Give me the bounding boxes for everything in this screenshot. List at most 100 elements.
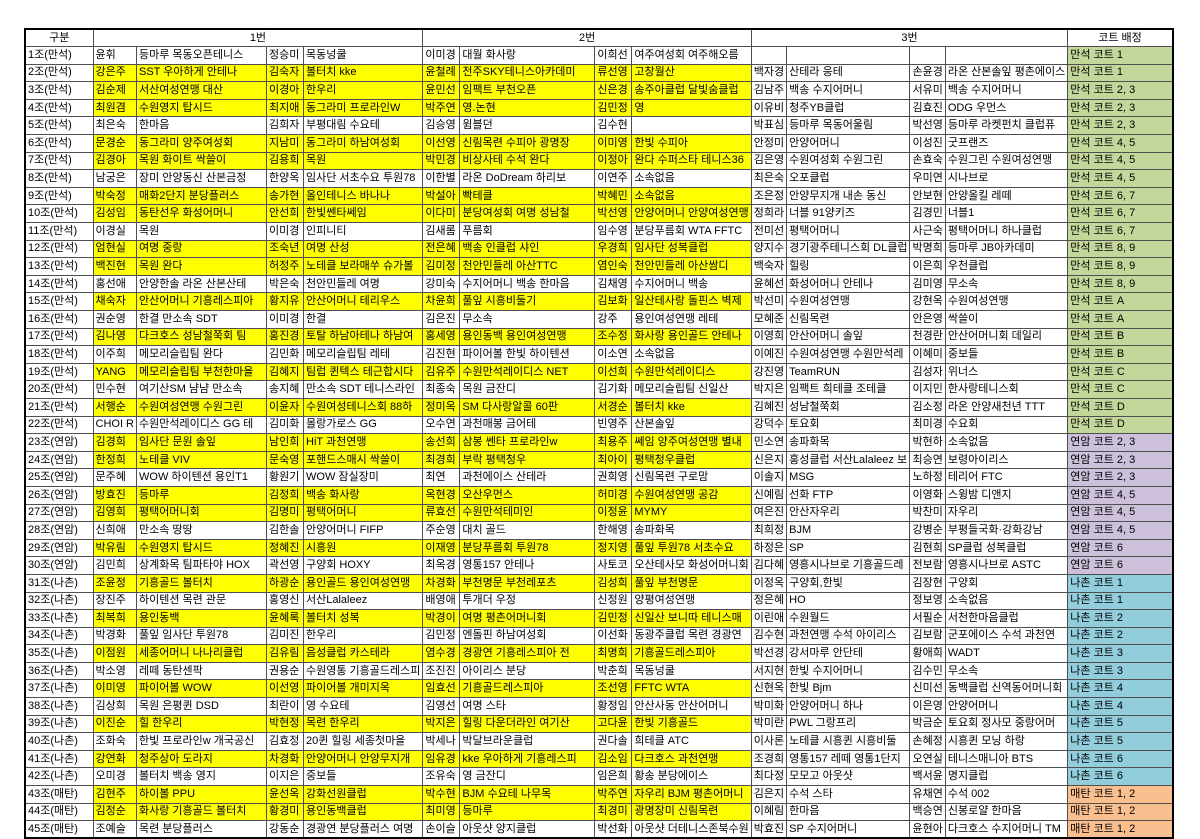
club-cell[interactable]: 한우리	[302, 626, 424, 646]
player-name-cell[interactable]: 황애희	[909, 644, 946, 663]
player-name-cell[interactable]: 배영애	[422, 591, 461, 611]
group-cell[interactable]: 9조(만석)	[24, 186, 94, 206]
player-name-cell[interactable]: 박소영	[92, 661, 137, 681]
player-name-cell[interactable]: 김경희	[92, 433, 137, 452]
club-cell[interactable]: 자우리	[944, 503, 1069, 523]
player-name-cell[interactable]: 전은혜	[422, 239, 461, 259]
club-cell[interactable]: 천안민들레 아산쌈디	[631, 257, 752, 276]
player-name-cell[interactable]: 고다윤	[594, 714, 633, 734]
player-name-cell[interactable]: 백승연	[909, 802, 946, 822]
court-cell[interactable]: 연암 코트 2, 3	[1067, 450, 1174, 470]
player-name-cell[interactable]: CHOI R	[92, 415, 137, 435]
club-cell[interactable]: 신림목련	[786, 310, 911, 329]
player-name-cell[interactable]: 김채영	[594, 274, 633, 294]
player-name-cell[interactable]: 김진현	[422, 345, 461, 364]
club-cell[interactable]: 한우리	[302, 81, 424, 100]
club-cell[interactable]: 수원여성연맹 수원그린	[136, 397, 267, 417]
club-cell[interactable]: 볼터치 성복	[302, 609, 424, 628]
player-name-cell[interactable]: 이선영	[266, 679, 304, 699]
club-cell[interactable]: 동백클럽 신역동어머니회	[944, 679, 1069, 699]
club-cell[interactable]: 상계화목 팀파타야 HOX	[136, 556, 267, 575]
player-name-cell[interactable]: 김효진	[909, 98, 946, 118]
player-name-cell[interactable]: 여은진	[750, 503, 788, 523]
club-cell[interactable]: 세종어머니 나나리클럽	[136, 644, 267, 663]
club-cell[interactable]: 수원그린 수원여성연맹	[944, 151, 1069, 171]
court-cell[interactable]: 나촌 코트 4	[1067, 697, 1174, 716]
club-cell[interactable]: 빡테클	[459, 186, 596, 206]
club-cell[interactable]	[944, 46, 1069, 65]
club-cell[interactable]: 여기산SM 냠냠 만소속	[136, 380, 267, 399]
club-cell[interactable]: 영통157 레떼 영통1단지	[786, 749, 911, 769]
club-cell[interactable]: 평택어머니 하나클럽	[944, 222, 1069, 241]
club-cell[interactable]: 풀잎 시흥비둘기	[459, 292, 596, 311]
club-cell[interactable]: 스윙밤 디앤지	[944, 485, 1069, 505]
player-name-cell[interactable]: 이미경	[422, 46, 461, 65]
court-cell[interactable]: 연암 코트 6	[1067, 538, 1174, 558]
club-cell[interactable]: 기흥골드 볼터치	[136, 573, 267, 593]
club-cell[interactable]: 수원여성연맹 공감	[631, 485, 752, 505]
court-cell[interactable]: 매탄 코트 1, 2	[1067, 802, 1174, 822]
club-cell[interactable]: 수원영지 탑시드	[136, 538, 267, 558]
club-cell[interactable]: 시흥퀸 모닝 하랑	[944, 732, 1069, 751]
court-cell[interactable]: 나촌 코트 6	[1067, 749, 1174, 769]
player-name-cell[interactable]: 이영화	[909, 485, 946, 505]
group-cell[interactable]: 20조(만석)	[24, 380, 94, 399]
player-name-cell[interactable]: 송선희	[422, 433, 461, 452]
club-cell[interactable]: 경기광주테니스회 DL클럽	[786, 239, 911, 259]
club-cell[interactable]: 부천명문 부천레포츠	[459, 573, 596, 593]
club-cell[interactable]: 화사랑 용인골드 안테나	[631, 327, 752, 347]
club-cell[interactable]: 완다 수퍼스타 테니스36	[631, 151, 752, 171]
player-name-cell[interactable]: 사토코	[594, 556, 633, 575]
club-cell[interactable]: 용인동백 용인여성연맹	[459, 327, 596, 347]
player-name-cell[interactable]: 윤현아	[909, 820, 946, 839]
club-cell[interactable]: 메모리슬립팀 레테	[302, 345, 424, 364]
player-name-cell[interactable]: 송가현	[266, 186, 304, 206]
club-cell[interactable]: 강화선원클럽	[302, 785, 424, 804]
player-name-cell[interactable]: 최옥경	[422, 556, 461, 575]
player-name-cell[interactable]: 이윤자	[266, 397, 304, 417]
club-cell[interactable]: 무소속	[944, 274, 1069, 294]
player-name-cell[interactable]: 천경란	[909, 327, 946, 347]
player-name-cell[interactable]: 임효선	[422, 679, 461, 699]
player-name-cell[interactable]: 최란이	[266, 697, 304, 716]
club-cell[interactable]: 일산테사랑 돌핀스 벽제	[631, 292, 752, 311]
player-name-cell[interactable]: 윤혜선	[750, 274, 788, 294]
player-name-cell[interactable]: 조예슬	[92, 820, 137, 839]
player-name-cell[interactable]: 최은숙	[750, 169, 788, 188]
group-cell[interactable]: 35조(나촌)	[24, 644, 94, 663]
player-name-cell[interactable]: 안은영	[909, 310, 946, 329]
player-name-cell[interactable]: 김숙자	[266, 63, 304, 83]
club-cell[interactable]: 신일산 보니따 테니스매	[631, 609, 752, 628]
group-cell[interactable]: 27조(연암)	[24, 503, 94, 523]
player-name-cell[interactable]: 홍진경	[266, 327, 304, 347]
club-cell[interactable]: 박달브라운클럽	[459, 732, 596, 751]
player-name-cell[interactable]: 이연주	[594, 169, 633, 188]
club-cell[interactable]: 전주SKY테니스아카데미	[459, 63, 596, 83]
club-cell[interactable]: 기흥골드레스피아	[459, 679, 596, 699]
club-cell[interactable]: 목원	[302, 151, 424, 171]
club-cell[interactable]: 라온 안양새천년 TTT	[944, 397, 1069, 417]
club-cell[interactable]: 중보들	[944, 345, 1069, 364]
club-cell[interactable]: 너블1	[944, 204, 1069, 224]
player-name-cell[interactable]: 이지은	[266, 767, 304, 787]
club-cell[interactable]: 오산우먼스	[459, 485, 596, 505]
club-cell[interactable]: 영흥시나브로 기흥골드레	[786, 556, 911, 575]
group-cell[interactable]: 40조(나촌)	[24, 732, 94, 751]
player-name-cell[interactable]: 김민정	[594, 98, 633, 118]
player-name-cell[interactable]: 차경화	[266, 749, 304, 769]
player-name-cell[interactable]: 김은진	[422, 310, 461, 329]
club-cell[interactable]: kke 우아하게 기흥레스피	[459, 749, 596, 769]
player-name-cell[interactable]: 최복희	[92, 609, 137, 628]
player-name-cell[interactable]: 오수연	[422, 415, 461, 435]
club-cell[interactable]: FFTC WTA	[631, 679, 752, 699]
group-cell[interactable]: 23조(연암)	[24, 433, 94, 452]
club-cell[interactable]: 안산자우리	[786, 503, 911, 523]
club-cell[interactable]: 여명 스타	[459, 697, 596, 716]
player-name-cell[interactable]: YANG	[92, 362, 137, 382]
player-name-cell[interactable]: 김소임	[594, 749, 633, 769]
group-cell[interactable]: 43조(매탄)	[24, 785, 94, 804]
court-cell[interactable]: 만석 코트 4, 5	[1067, 169, 1174, 188]
club-cell[interactable]: 수원여성회 수원그린	[786, 151, 911, 171]
club-cell[interactable]: 송파화목	[786, 433, 911, 452]
club-cell[interactable]: 목동넝쿨	[631, 661, 752, 681]
